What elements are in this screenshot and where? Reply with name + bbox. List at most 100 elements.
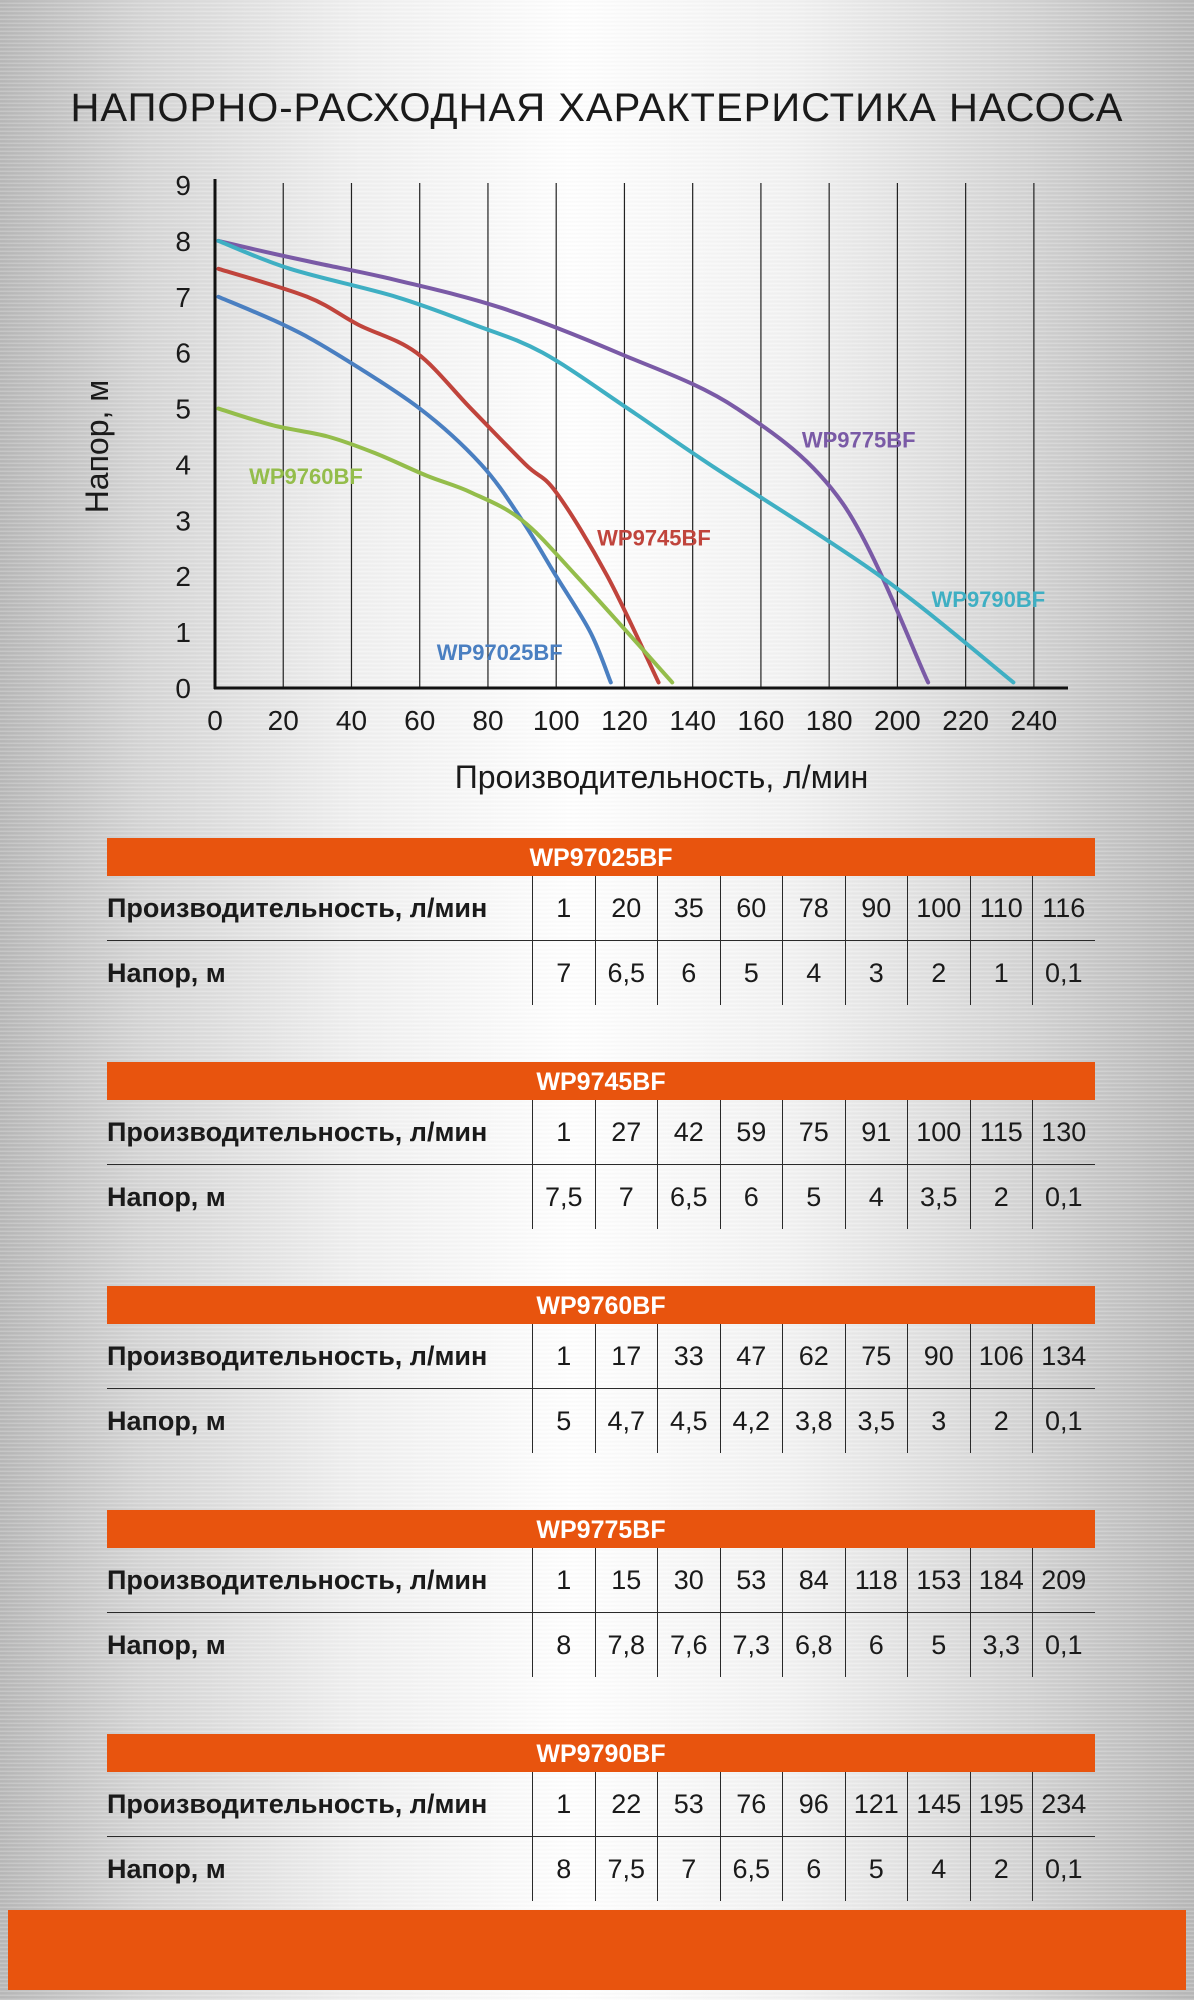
table-cell: 1	[532, 1100, 595, 1164]
head-row: Напор, м 8 7,8 7,6 7,3 6,8 6 5 3,3 0,1	[107, 1613, 1095, 1677]
series-line-wp9760bf	[216, 406, 675, 685]
table-cell: 59	[719, 1100, 783, 1164]
flow-row: Производительность, л/мин 1 27 42 59 75 91 100 1…	[107, 1100, 1095, 1165]
table-cell: 90	[844, 876, 908, 940]
x-tick-label: 160	[738, 705, 785, 736]
table-cell: 195	[969, 1772, 1033, 1836]
y-axis-title: Напор, м	[79, 380, 115, 514]
pump-table: WP9790BF Производительность, л/мин 1 22 53 76…	[107, 1734, 1095, 1901]
pump-table: WP9760BF Производительность, л/мин 1 17 33 47…	[107, 1286, 1095, 1453]
y-tick-label: 8	[175, 226, 191, 257]
x-tick-label: 20	[268, 705, 299, 736]
table-cell: 90	[907, 1324, 970, 1388]
x-tick-label: 240	[1011, 705, 1058, 736]
series-line-wp9745bf	[216, 266, 661, 685]
table-cell: 75	[844, 1324, 908, 1388]
table-cell: 15	[594, 1548, 658, 1612]
flow-row: Производительность, л/мин 1 20 35 60 78 90 100 1…	[107, 876, 1095, 941]
table-cell: 4,7	[594, 1389, 658, 1453]
y-tick-label: 4	[175, 449, 191, 480]
table-cell: 1	[532, 876, 595, 940]
table-cell: 84	[782, 1548, 845, 1612]
table-cell: 33	[657, 1324, 720, 1388]
y-tick-label: 0	[175, 673, 191, 704]
table-cell: 0,1	[1032, 1613, 1095, 1677]
series-label-wp9790bf: WP9790BF	[932, 587, 1046, 612]
series-label-wp9760bf: WP9760BF	[249, 464, 363, 489]
table-cell: 5	[719, 941, 783, 1005]
table-cell: 5	[844, 1837, 908, 1901]
table-cell: 96	[782, 1772, 845, 1836]
table-cell: 6,8	[782, 1613, 845, 1677]
table-cell: 234	[1032, 1772, 1095, 1836]
row-label: Производительность, л/мин	[107, 1788, 488, 1819]
pump-table-model-header: WP9745BF	[107, 1062, 1095, 1100]
table-cell: 3,3	[969, 1613, 1033, 1677]
y-tick-label: 9	[175, 170, 191, 201]
x-tick-label: 220	[942, 705, 989, 736]
y-tick-label: 7	[175, 282, 191, 313]
x-tick-label: 40	[336, 705, 367, 736]
table-cell: 1	[532, 1548, 595, 1612]
table-cell: 5	[907, 1613, 970, 1677]
head-row: Напор, м 8 7,5 7 6,5 6 5 4 2 0,1	[107, 1837, 1095, 1901]
table-cell: 35	[657, 876, 720, 940]
y-tick-label: 6	[175, 338, 191, 369]
table-cell: 27	[594, 1100, 658, 1164]
head-row: Напор, м 5 4,7 4,5 4,2 3,8 3,5 3 2 0,1	[107, 1389, 1095, 1453]
y-tick-label: 5	[175, 394, 191, 425]
table-cell: 2	[969, 1389, 1033, 1453]
table-cell: 2	[969, 1837, 1033, 1901]
table-cell: 7	[532, 941, 595, 1005]
series-label-wp9745bf: WP9745BF	[597, 525, 711, 550]
table-cell: 3	[907, 1389, 970, 1453]
x-tick-label: 140	[669, 705, 716, 736]
table-cell: 20	[594, 876, 658, 940]
y-tick-label: 3	[175, 505, 191, 536]
table-cell: 0,1	[1032, 1165, 1095, 1229]
pump-table: WP97025BF Производительность, л/мин 1 20 35 6…	[107, 838, 1095, 1005]
table-cell: 91	[844, 1100, 908, 1164]
table-cell: 62	[782, 1324, 845, 1388]
table-cell: 4,2	[719, 1389, 783, 1453]
table-cell: 6,5	[594, 941, 658, 1005]
pump-table: WP9745BF Производительность, л/мин 1 27 42 59…	[107, 1062, 1095, 1229]
table-cell: 5	[532, 1389, 595, 1453]
table-cell: 100	[907, 1100, 970, 1164]
series-line-wp9775bf	[216, 238, 931, 685]
table-cell: 7,5	[532, 1165, 595, 1229]
table-cell: 76	[719, 1772, 783, 1836]
flow-row: Производительность, л/мин 1 17 33 47 62 75 90 10…	[107, 1324, 1095, 1389]
table-cell: 153	[907, 1548, 970, 1612]
table-cell: 7,5	[594, 1837, 658, 1901]
series-line-wp9790bf	[216, 238, 1016, 685]
table-cell: 1	[532, 1772, 595, 1836]
y-tick-label: 1	[175, 617, 191, 648]
table-cell: 116	[1032, 876, 1095, 940]
flow-row: Производительность, л/мин 1 22 53 76 96 121 145…	[107, 1772, 1095, 1837]
table-cell: 42	[657, 1100, 720, 1164]
table-cell: 7	[657, 1837, 720, 1901]
table-cell: 6	[782, 1837, 845, 1901]
table-cell: 209	[1032, 1548, 1095, 1612]
row-label: Производительность, л/мин	[107, 1116, 488, 1147]
table-cell: 7,8	[594, 1613, 658, 1677]
table-cell: 1	[969, 941, 1033, 1005]
table-cell: 115	[969, 1100, 1033, 1164]
table-cell: 130	[1032, 1100, 1095, 1164]
flow-row: Производительность, л/мин 1 15 30 53 84 118 153…	[107, 1548, 1095, 1613]
row-label: Напор, м	[107, 1853, 226, 1884]
table-cell: 6	[719, 1165, 783, 1229]
table-cell: 78	[782, 876, 845, 940]
footer-bar	[8, 1910, 1186, 1990]
table-cell: 0,1	[1032, 1389, 1095, 1453]
table-cell: 53	[657, 1772, 720, 1836]
x-tick-label: 120	[601, 705, 648, 736]
x-axis-title: Производительность, л/мин	[455, 759, 868, 795]
table-cell: 3,8	[782, 1389, 845, 1453]
row-label: Напор, м	[107, 1405, 226, 1436]
table-cell: 5	[782, 1165, 845, 1229]
head-row: Напор, м 7,5 7 6,5 6 5 4 3,5 2 0,1	[107, 1165, 1095, 1229]
table-cell: 4	[907, 1837, 970, 1901]
table-cell: 1	[532, 1324, 595, 1388]
